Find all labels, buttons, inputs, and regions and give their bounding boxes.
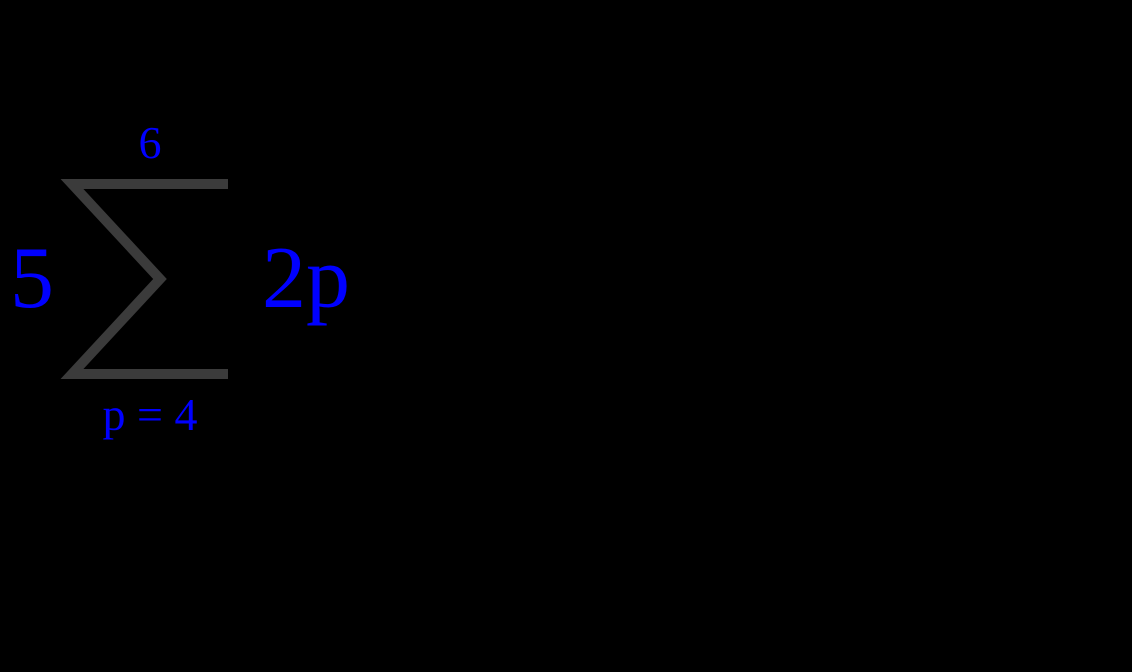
sigma-icon xyxy=(60,174,240,384)
upper-limit: 6 xyxy=(139,120,162,166)
sigma-block: 6 p = 4 xyxy=(60,120,240,438)
lower-limit: p = 4 xyxy=(103,392,198,438)
summand: 2p xyxy=(262,235,350,323)
outer-coefficient: 5 xyxy=(10,235,54,323)
summation-expression: 5 6 p = 4 2p xyxy=(10,120,350,438)
